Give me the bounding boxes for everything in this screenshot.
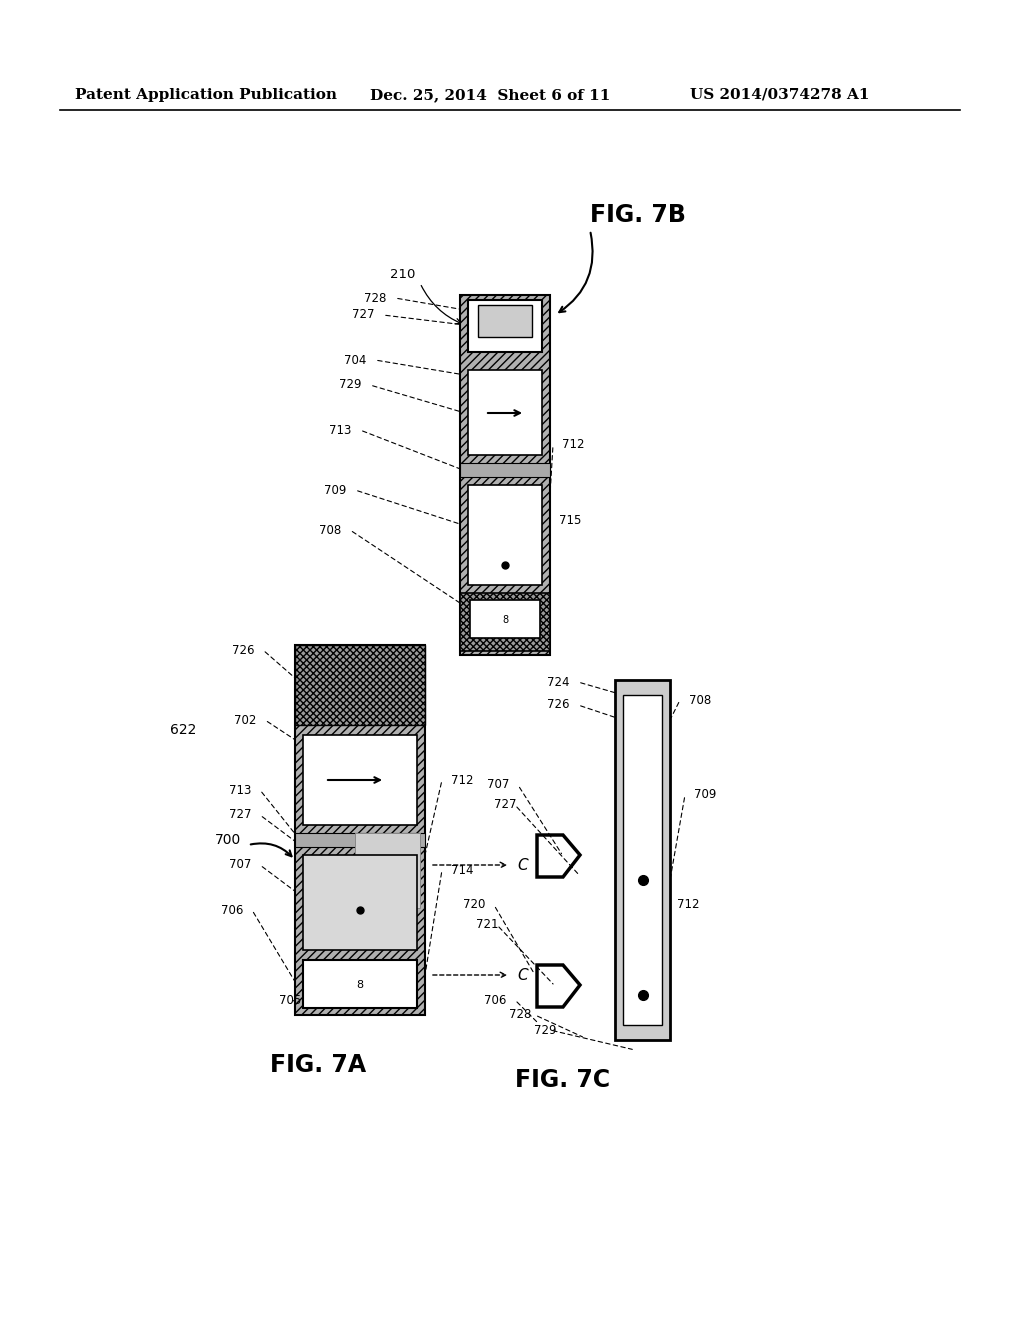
Text: 714: 714: [451, 863, 473, 876]
Bar: [468, 484, 542, 585]
Text: 720: 720: [463, 899, 485, 912]
Text: 724: 724: [547, 676, 569, 689]
Text: 706: 706: [221, 903, 243, 916]
Bar: [468, 370, 542, 455]
Text: 708: 708: [689, 693, 711, 706]
Text: 712: 712: [677, 899, 699, 912]
Text: 705: 705: [279, 994, 301, 1006]
Text: FIG. 7B: FIG. 7B: [590, 203, 686, 227]
Bar: [303, 735, 417, 825]
Text: 706: 706: [483, 994, 506, 1006]
Text: 700: 700: [215, 833, 242, 847]
Text: 210: 210: [390, 268, 416, 281]
Text: 712: 712: [562, 438, 585, 451]
Bar: [478, 305, 532, 337]
Bar: [460, 294, 550, 655]
Bar: [470, 601, 540, 638]
Bar: [295, 833, 425, 847]
Text: 702: 702: [233, 714, 256, 726]
Text: 8: 8: [502, 615, 508, 624]
Text: 8: 8: [356, 979, 364, 990]
Bar: [460, 593, 550, 651]
Text: 727: 727: [494, 799, 516, 812]
Text: 707: 707: [486, 779, 509, 792]
Text: Patent Application Publication: Patent Application Publication: [75, 88, 337, 102]
Bar: [615, 680, 670, 1040]
Text: C: C: [517, 858, 527, 873]
Bar: [295, 645, 425, 1015]
Text: 727: 727: [352, 309, 374, 322]
Text: US 2014/0374278 A1: US 2014/0374278 A1: [690, 88, 869, 102]
Text: FIG. 7A: FIG. 7A: [270, 1053, 367, 1077]
Text: Dec. 25, 2014  Sheet 6 of 11: Dec. 25, 2014 Sheet 6 of 11: [370, 88, 610, 102]
Text: 728: 728: [509, 1008, 531, 1022]
Text: FIG. 7C: FIG. 7C: [515, 1068, 610, 1092]
Text: 707: 707: [228, 858, 251, 871]
Text: 709: 709: [324, 483, 346, 496]
Text: 713: 713: [329, 424, 351, 437]
Bar: [468, 300, 542, 352]
Bar: [295, 645, 425, 725]
Bar: [303, 960, 417, 1008]
Bar: [623, 696, 662, 1026]
Bar: [303, 855, 417, 950]
Text: 726: 726: [547, 698, 569, 711]
Text: 729: 729: [534, 1023, 556, 1036]
Text: 726: 726: [231, 644, 254, 656]
Text: 712: 712: [451, 774, 473, 787]
Text: 727: 727: [228, 808, 251, 821]
Text: 721: 721: [476, 919, 499, 932]
Text: 729: 729: [339, 379, 361, 392]
Text: C: C: [517, 968, 527, 982]
Text: 708: 708: [318, 524, 341, 536]
Text: 715: 715: [559, 513, 582, 527]
Bar: [460, 463, 550, 477]
Text: 704: 704: [344, 354, 367, 367]
Text: 713: 713: [228, 784, 251, 796]
Text: 709: 709: [694, 788, 716, 801]
Text: 622: 622: [170, 723, 197, 737]
Bar: [355, 833, 420, 908]
Text: 728: 728: [364, 292, 386, 305]
